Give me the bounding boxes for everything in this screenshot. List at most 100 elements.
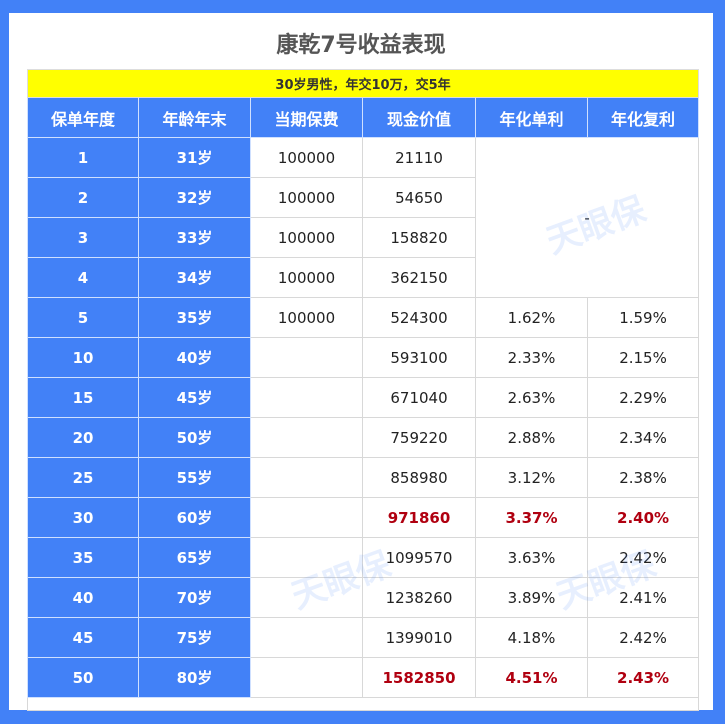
- age-cell: 65岁: [138, 537, 251, 578]
- header-cell: 现金价值: [362, 97, 476, 138]
- age-cell: 45岁: [138, 377, 251, 418]
- merged-rate-cell: -: [474, 137, 700, 298]
- simple-rate-cell: 3.63%: [475, 537, 588, 578]
- policy-year-cell: 5: [27, 297, 139, 338]
- page-title: 康乾7号收益表现: [276, 33, 446, 58]
- age-cell: 33岁: [138, 217, 251, 258]
- premium-cell: [250, 497, 363, 538]
- table-row: 4 34岁 100000 362150: [27, 257, 699, 298]
- policy-year-cell: 25: [27, 457, 139, 498]
- policy-year-cell: 20: [27, 417, 139, 458]
- policy-year-cell: 30: [27, 497, 139, 538]
- simple-rate-cell: 2.88%: [475, 417, 588, 458]
- policy-year-cell: 3: [27, 217, 139, 258]
- premium-cell: 100000: [250, 137, 363, 178]
- table-row: 10 40岁 593100 2.33% 2.15%: [27, 337, 700, 378]
- table-row: 30 60岁 971860 3.37% 2.40%: [27, 497, 700, 538]
- simple-rate-cell: 3.37%: [475, 497, 588, 538]
- age-cell: 35岁: [138, 297, 251, 338]
- cash-value-cell: 524300: [362, 297, 476, 338]
- simple-rate-cell: 2.63%: [475, 377, 588, 418]
- simple-rate-cell: 4.51%: [475, 657, 588, 698]
- table-row: 3 33岁 100000 158820: [27, 217, 699, 258]
- table-row: 35 65岁 1099570 3.63% 2.42%: [27, 537, 700, 578]
- premium-cell: [250, 657, 363, 698]
- cash-value-cell: 1399010: [362, 617, 476, 658]
- table-row: 45 75岁 1399010 4.18% 2.42%: [27, 617, 700, 658]
- header-cell: 当期保费: [250, 97, 363, 138]
- cash-value-cell: 858980: [362, 457, 476, 498]
- policy-year-cell: 1: [27, 137, 139, 178]
- compound-rate-cell: 2.34%: [586, 417, 700, 458]
- compound-rate-cell: 2.38%: [586, 457, 700, 498]
- age-cell: 31岁: [138, 137, 251, 178]
- age-cell: 80岁: [138, 657, 251, 698]
- age-cell: 50岁: [138, 417, 251, 458]
- policy-year-cell: 50: [27, 657, 139, 698]
- premium-cell: [250, 617, 363, 658]
- simple-rate-cell: 2.33%: [475, 337, 588, 378]
- condition-banner: 30岁男性，年交10万，交5年: [26, 69, 700, 98]
- blank-row: [26, 697, 700, 711]
- simple-rate-cell: 4.18%: [475, 617, 588, 658]
- header-cell: 保单年度: [27, 97, 139, 138]
- simple-rate-cell: 1.62%: [475, 297, 588, 338]
- table-row: 25 55岁 858980 3.12% 2.38%: [27, 457, 700, 498]
- premium-cell: [250, 417, 363, 458]
- premium-cell: [250, 337, 363, 378]
- age-cell: 55岁: [138, 457, 251, 498]
- cash-value-cell: 759220: [362, 417, 476, 458]
- header-cell: 年化复利: [586, 97, 700, 138]
- cash-value-cell: 362150: [362, 257, 476, 298]
- age-cell: 32岁: [138, 177, 251, 218]
- yield-table: 30岁男性，年交10万，交5年 保单年度 年龄年末 当期保费 现金价值 年化单利…: [26, 69, 700, 711]
- policy-year-cell: 35: [27, 537, 139, 578]
- premium-cell: [250, 537, 363, 578]
- blank-cell: [26, 697, 700, 711]
- table-row: 20 50岁 759220 2.88% 2.34%: [27, 417, 700, 458]
- compound-rate-cell: 2.41%: [586, 577, 700, 618]
- table-header: 保单年度 年龄年末 当期保费 现金价值 年化单利 年化复利: [27, 97, 700, 138]
- premium-cell: 100000: [250, 257, 363, 298]
- premium-cell: [250, 577, 363, 618]
- table-row: 5 35岁 100000 524300 1.62% 1.59%: [27, 297, 700, 338]
- premium-cell: [250, 377, 363, 418]
- simple-rate-cell: 3.89%: [475, 577, 588, 618]
- policy-year-cell: 10: [27, 337, 139, 378]
- premium-cell: 100000: [250, 217, 363, 258]
- compound-rate-cell: 2.15%: [586, 337, 700, 378]
- cash-value-cell: 158820: [362, 217, 476, 258]
- table-row: 40 70岁 1238260 3.89% 2.41%: [27, 577, 700, 618]
- header-cell: 年化单利: [475, 97, 588, 138]
- simple-rate-cell: 3.12%: [475, 457, 588, 498]
- compound-rate-cell: 2.29%: [586, 377, 700, 418]
- age-cell: 75岁: [138, 617, 251, 658]
- table-row: 50 80岁 1582850 4.51% 2.43%: [27, 657, 700, 698]
- table-row: 15 45岁 671040 2.63% 2.29%: [27, 377, 700, 418]
- age-cell: 34岁: [138, 257, 251, 298]
- compound-rate-cell: 2.40%: [586, 497, 700, 538]
- policy-year-cell: 40: [27, 577, 139, 618]
- compound-rate-cell: 2.42%: [586, 537, 700, 578]
- cash-value-cell: 671040: [362, 377, 476, 418]
- premium-cell: [250, 457, 363, 498]
- policy-year-cell: 45: [27, 617, 139, 658]
- compound-rate-cell: 1.59%: [586, 297, 700, 338]
- cash-value-cell: 593100: [362, 337, 476, 378]
- premium-cell: 100000: [250, 297, 363, 338]
- table-row: 1 31岁 100000 21110-: [27, 137, 700, 298]
- cash-value-cell: 971860: [362, 497, 476, 538]
- premium-cell: 100000: [250, 177, 363, 218]
- age-cell: 70岁: [138, 577, 251, 618]
- cash-value-cell: 1099570: [362, 537, 476, 578]
- table-row: 2 32岁 100000 54650: [27, 177, 699, 218]
- cash-value-cell: 54650: [362, 177, 476, 218]
- compound-rate-cell: 2.42%: [586, 617, 700, 658]
- cash-value-cell: 21110: [362, 137, 476, 178]
- yield-panel: 康乾7号收益表现 30岁男性，年交10万，交5年 保单年度 年龄年末 当期保费 …: [9, 13, 713, 711]
- header-cell: 年龄年末: [138, 97, 251, 138]
- policy-year-cell: 4: [27, 257, 139, 298]
- age-cell: 60岁: [138, 497, 251, 538]
- age-cell: 40岁: [138, 337, 251, 378]
- policy-year-cell: 15: [27, 377, 139, 418]
